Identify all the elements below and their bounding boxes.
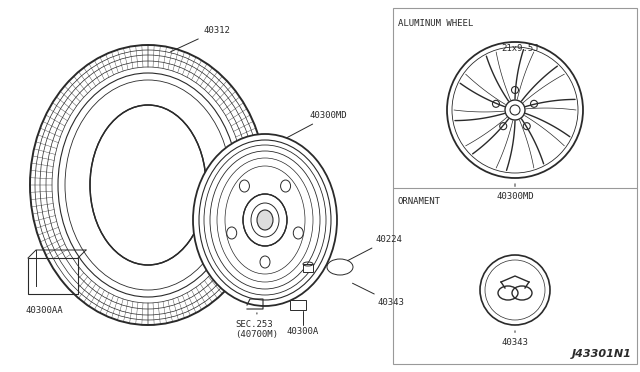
Text: 40343: 40343 <box>502 331 529 347</box>
Text: 40224: 40224 <box>348 235 402 261</box>
Ellipse shape <box>193 134 337 306</box>
Bar <box>303 264 313 272</box>
Text: ORNAMENT: ORNAMENT <box>398 197 441 206</box>
Ellipse shape <box>243 194 287 246</box>
Text: 40300MD: 40300MD <box>496 184 534 201</box>
Text: 40300MD: 40300MD <box>278 111 348 143</box>
Text: J43301N1: J43301N1 <box>572 349 632 359</box>
Text: ALUMINUM WHEEL: ALUMINUM WHEEL <box>398 19 473 28</box>
Ellipse shape <box>90 105 206 265</box>
Text: 40300AA: 40300AA <box>26 306 63 315</box>
Text: SEC.253
(40700M): SEC.253 (40700M) <box>235 313 278 339</box>
Bar <box>290 300 306 310</box>
Bar <box>28 258 78 294</box>
Bar <box>393 8 637 364</box>
Text: 40300A: 40300A <box>287 327 319 336</box>
Ellipse shape <box>257 210 273 230</box>
Text: 21x9.5J: 21x9.5J <box>501 44 539 53</box>
Text: 40312: 40312 <box>170 26 230 52</box>
Ellipse shape <box>30 45 266 325</box>
Text: 40343: 40343 <box>353 283 405 307</box>
